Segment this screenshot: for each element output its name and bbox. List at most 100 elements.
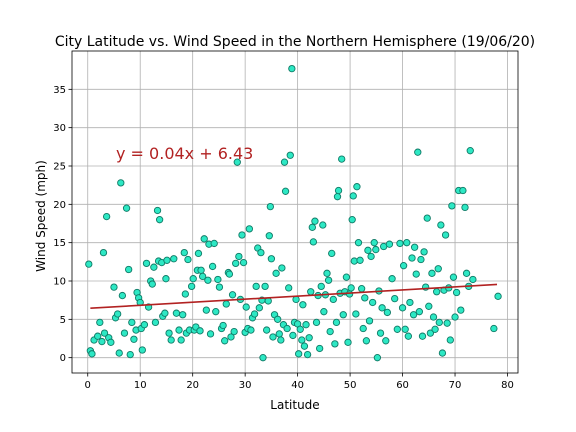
data-point (469, 275, 477, 284)
data-point (257, 248, 265, 257)
data-point (228, 291, 237, 299)
data-point (345, 290, 354, 298)
data-point (292, 295, 300, 304)
data-point (361, 294, 369, 302)
data-point (417, 255, 425, 264)
data-point (162, 275, 170, 283)
regression-line (90, 283, 498, 310)
data-point (177, 336, 185, 344)
data-point (391, 294, 399, 303)
data-point (303, 350, 312, 359)
data-point (441, 231, 450, 239)
data-point (342, 273, 351, 281)
data-point (196, 327, 204, 335)
data-point (396, 239, 404, 248)
grid (72, 51, 518, 373)
data-point (412, 270, 420, 278)
data-point (206, 330, 215, 338)
data-point (462, 269, 471, 277)
y-tick-label: 5 (60, 315, 66, 326)
data-point (172, 309, 181, 317)
data-point (376, 329, 385, 337)
data-point (266, 202, 274, 211)
data-point (204, 276, 212, 284)
data-point (410, 243, 419, 251)
data-point (388, 275, 396, 283)
data-point (326, 327, 334, 336)
data-point (359, 324, 367, 333)
data-point (382, 337, 390, 345)
data-point (222, 300, 230, 308)
data-point (316, 344, 324, 353)
data-point (490, 324, 498, 333)
data-point (181, 290, 189, 298)
data-point (323, 269, 331, 277)
data-point (278, 264, 286, 272)
data-point (320, 308, 328, 316)
data-point (329, 295, 337, 304)
data-point (235, 252, 243, 261)
data-point (420, 248, 428, 256)
data-point (300, 342, 309, 350)
data-point (332, 318, 341, 327)
data-point (242, 303, 250, 311)
data-point (210, 239, 218, 248)
data-point (466, 147, 474, 155)
data-point (150, 263, 158, 271)
data-point (435, 318, 443, 327)
data-point (250, 310, 259, 318)
x-tick-label: 50 (344, 380, 357, 391)
data-point (494, 292, 502, 300)
data-point (263, 326, 271, 334)
data-point (393, 325, 401, 333)
data-points (85, 64, 502, 362)
data-point (312, 318, 321, 327)
data-point (443, 319, 451, 327)
data-point (357, 285, 366, 293)
data-point (317, 282, 325, 291)
data-point (296, 325, 304, 333)
data-point (165, 329, 173, 337)
data-point (232, 259, 240, 268)
data-point (163, 256, 171, 264)
data-point (128, 318, 136, 327)
y-tick-label: 25 (53, 162, 66, 173)
data-point (356, 256, 364, 264)
data-point (269, 333, 277, 341)
data-point (431, 325, 439, 333)
data-point (230, 327, 238, 336)
data-point (324, 276, 333, 284)
data-point (362, 337, 371, 345)
data-point (212, 308, 220, 316)
plot-frame (71, 50, 519, 374)
data-point (202, 306, 210, 314)
data-point (298, 336, 306, 344)
data-point (267, 255, 276, 263)
data-point (179, 311, 187, 319)
data-point (286, 151, 294, 159)
data-point (247, 326, 255, 334)
data-point (434, 265, 442, 273)
data-point (110, 283, 118, 291)
data-point (200, 235, 208, 243)
x-tick-label: 40 (291, 380, 304, 391)
data-point (369, 298, 377, 307)
x-axis: 0 10 20 30 40 50 60 70 80 (85, 373, 514, 391)
data-point (401, 325, 409, 333)
regression-equation: y = 0.04x + 6.43 (116, 144, 253, 163)
data-point (167, 336, 175, 344)
data-point (275, 330, 283, 338)
data-point (370, 239, 378, 247)
data-point (151, 318, 160, 327)
data-point (308, 223, 316, 231)
data-point (117, 179, 125, 187)
data-point (334, 186, 343, 195)
data-point (142, 259, 151, 268)
data-point (309, 238, 318, 246)
y-tick-label: 30 (53, 123, 66, 134)
data-point (406, 298, 414, 307)
y-axis-label: Wind Speed (mph) (34, 160, 48, 272)
data-point (255, 304, 263, 312)
data-point (161, 309, 169, 317)
data-point (438, 349, 447, 357)
